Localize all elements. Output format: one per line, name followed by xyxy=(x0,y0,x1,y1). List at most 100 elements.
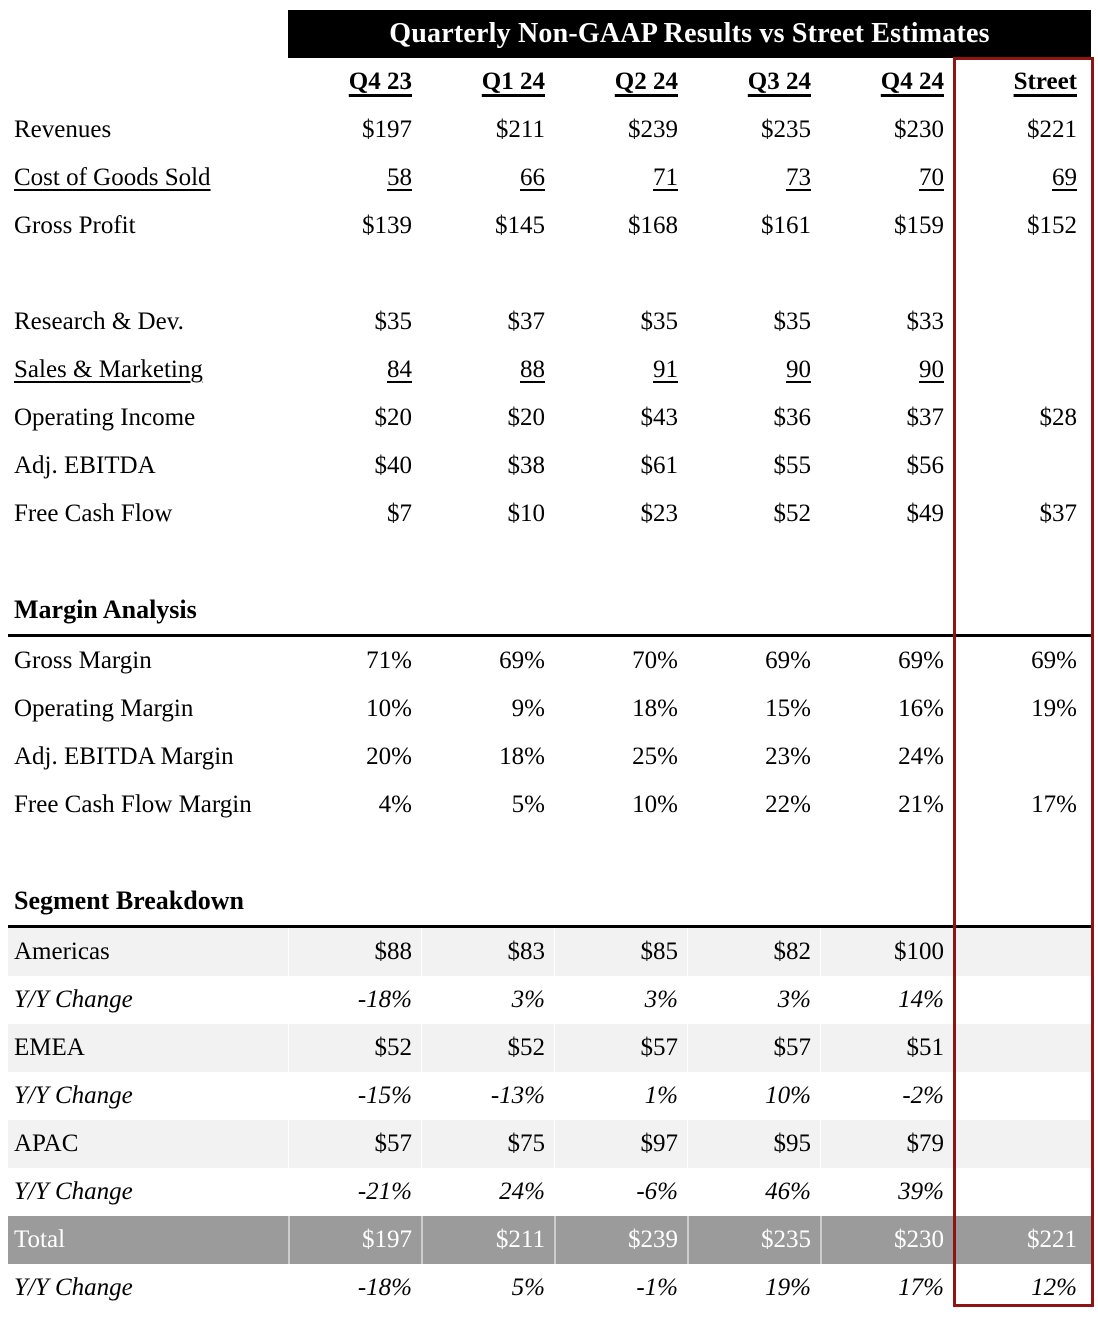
column-header-q3-24: Q3 24 xyxy=(747,68,811,95)
cell-value: 69% xyxy=(765,647,811,674)
cell-value: 84 xyxy=(387,356,412,383)
cell-value xyxy=(421,877,554,925)
table-row xyxy=(8,538,1091,586)
cell-value: $52 xyxy=(288,1024,421,1072)
table-row: APAC $57 $75 $97 $95 $79 xyxy=(8,1120,1091,1168)
table-row: EMEA $52 $52 $57 $57 $51 xyxy=(8,1024,1091,1072)
cell-value: $57 xyxy=(687,1024,820,1072)
table-title: Quarterly Non-GAAP Results vs Street Est… xyxy=(288,10,1091,58)
cell-value: $211 xyxy=(421,1216,554,1264)
cell-value: 71% xyxy=(366,647,412,674)
cell-value: $55 xyxy=(773,452,812,479)
cell-value: 69% xyxy=(898,647,944,674)
cell-value: $20 xyxy=(507,404,546,431)
cell-value xyxy=(687,538,820,586)
cell-value: -18% xyxy=(357,986,412,1013)
table-row: Margin Analysis xyxy=(8,586,1091,637)
cell-value: $35 xyxy=(640,308,679,335)
row-label: Research & Dev. xyxy=(14,308,184,335)
cell-value xyxy=(820,829,953,877)
table-row xyxy=(8,250,1091,298)
cell-value: 14% xyxy=(898,986,944,1013)
column-header-street: Street xyxy=(1013,68,1077,95)
cell-value-street xyxy=(953,829,1091,877)
cell-value: $75 xyxy=(421,1120,554,1168)
cell-value: $159 xyxy=(894,212,944,239)
cell-value: 22% xyxy=(765,791,811,818)
cell-value xyxy=(288,250,421,298)
cell-value: $40 xyxy=(374,452,413,479)
cell-value: $61 xyxy=(640,452,679,479)
cell-value-street xyxy=(953,442,1091,490)
row-label xyxy=(8,250,288,298)
row-label: Revenues xyxy=(14,116,112,143)
results-table: Quarterly Non-GAAP Results vs Street Est… xyxy=(0,10,1091,1312)
cell-value: $85 xyxy=(554,928,687,976)
cell-value-street xyxy=(953,538,1091,586)
cell-value: 17% xyxy=(898,1274,944,1301)
cell-value: 3% xyxy=(511,986,545,1013)
row-label: Y/Y Change xyxy=(14,986,133,1013)
table-row: Adj. EBITDA Margin 20% 18% 25% 23% 24% xyxy=(8,733,1091,781)
column-header-q4-23: Q4 23 xyxy=(348,68,412,95)
table-row: Y/Y Change -21% 24% -6% 46% 39% xyxy=(8,1168,1091,1216)
row-label: Adj. EBITDA Margin xyxy=(14,743,234,770)
table-row: Operating Income $20 $20 $43 $36 $37 $28 xyxy=(8,394,1091,442)
cell-value: -1% xyxy=(636,1274,678,1301)
cell-value: $230 xyxy=(894,116,944,143)
cell-value: -21% xyxy=(357,1178,412,1205)
cell-value-street: 17% xyxy=(1031,791,1077,818)
row-label: Segment Breakdown xyxy=(14,886,244,915)
cell-value-street: $221 xyxy=(953,1216,1091,1264)
cell-value: $51 xyxy=(820,1024,953,1072)
cell-value xyxy=(421,829,554,877)
cell-value-street xyxy=(953,877,1091,925)
cell-value: $197 xyxy=(362,116,412,143)
cell-value: 90 xyxy=(919,356,944,383)
row-label: Y/Y Change xyxy=(14,1082,133,1109)
cell-value: 9% xyxy=(511,695,545,722)
table-row: Research & Dev. $35 $37 $35 $35 $33 xyxy=(8,298,1091,346)
cell-value: 90 xyxy=(786,356,811,383)
cell-value: 3% xyxy=(644,986,678,1013)
table-row: Gross Margin 71% 69% 70% 69% 69% 69% xyxy=(8,637,1091,685)
cell-value: 46% xyxy=(765,1178,811,1205)
cell-value: $37 xyxy=(507,308,546,335)
cell-value: $235 xyxy=(687,1216,820,1264)
cell-value xyxy=(288,586,421,634)
row-label: Gross Margin xyxy=(14,647,152,674)
cell-value: 66 xyxy=(520,164,545,191)
table-row: Sales & Marketing 84 88 91 90 90 xyxy=(8,346,1091,394)
row-label: Operating Income xyxy=(14,404,196,431)
table-row: Y/Y Change -15% -13% 1% 10% -2% xyxy=(8,1072,1091,1120)
row-label: Y/Y Change xyxy=(14,1274,133,1301)
cell-value-street xyxy=(953,1072,1091,1120)
cell-value-street: $37 xyxy=(1039,500,1078,527)
cell-value: $211 xyxy=(495,116,545,143)
cell-value xyxy=(554,538,687,586)
cell-value: 19% xyxy=(765,1274,811,1301)
cell-value-street: $221 xyxy=(1027,116,1077,143)
cell-value: 1% xyxy=(644,1082,678,1109)
cell-value-street xyxy=(953,1120,1091,1168)
cell-value xyxy=(288,538,421,586)
cell-value-street xyxy=(953,1024,1091,1072)
cell-value: 73 xyxy=(786,164,811,191)
cell-value: $168 xyxy=(628,212,678,239)
cell-value-street xyxy=(953,346,1091,394)
cell-value-street xyxy=(953,250,1091,298)
cell-value: $97 xyxy=(554,1120,687,1168)
cell-value: $35 xyxy=(374,308,413,335)
cell-value xyxy=(421,250,554,298)
cell-value xyxy=(421,538,554,586)
cell-value: $57 xyxy=(288,1120,421,1168)
row-label: Adj. EBITDA xyxy=(14,452,156,479)
cell-value: 25% xyxy=(632,743,678,770)
cell-value: $239 xyxy=(554,1216,687,1264)
cell-value: $230 xyxy=(820,1216,953,1264)
cell-value xyxy=(687,877,820,925)
cell-value: $57 xyxy=(554,1024,687,1072)
cell-value xyxy=(820,538,953,586)
cell-value: -18% xyxy=(357,1274,412,1301)
